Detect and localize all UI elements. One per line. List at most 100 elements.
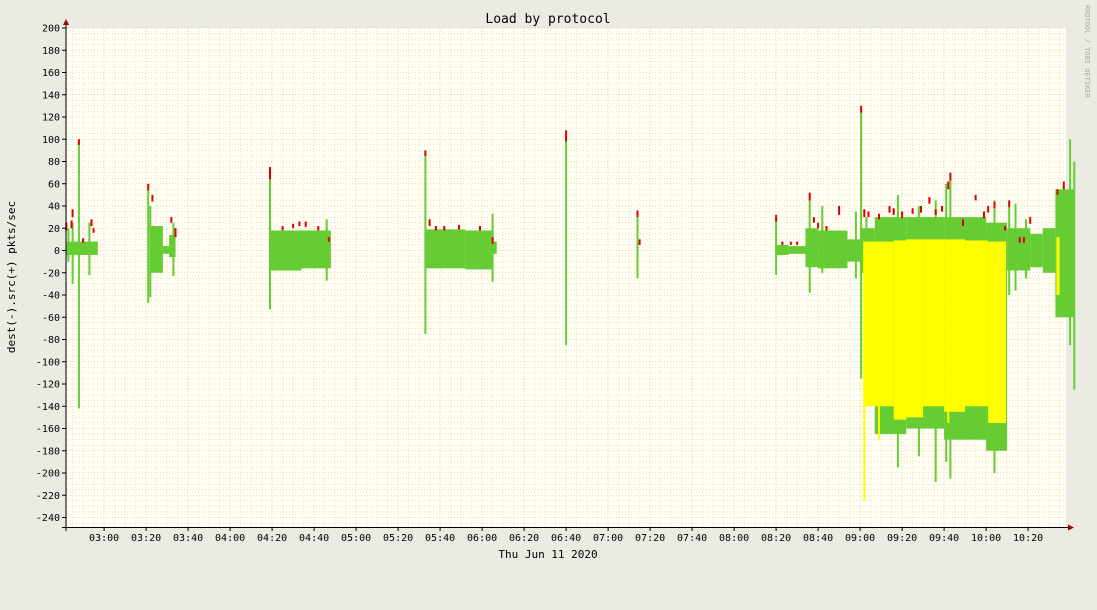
y-tick-label: 80 [48,157,60,168]
series-spike [947,250,950,423]
series-spike [1069,139,1072,346]
series-segment [893,240,907,420]
x-tick-label: 08:40 [803,533,833,544]
series-segment [270,230,302,271]
series-spike [781,241,784,245]
x-tick-label: 06:40 [551,533,581,544]
x-tick-label: 07:20 [635,533,665,544]
x-tick-label: 10:20 [1013,533,1043,544]
series-segment [906,239,924,418]
series-spike [147,183,150,191]
series-spike [1025,219,1027,279]
series-spike [934,209,937,215]
y-tick-label: -60 [42,313,60,324]
series-spike [174,228,177,238]
series-segment [776,244,789,255]
y-tick-labels: 200180160140120100806040200-20-40-60-80-… [36,24,66,524]
series-spike [67,228,70,262]
series-spike [928,197,931,204]
y-tick-label: 180 [42,46,60,57]
x-tick-label: 04:20 [257,533,287,544]
series-spike [281,226,284,231]
series-spike [812,217,815,223]
y-tick-label: -160 [36,424,60,435]
x-tick-label: 03:00 [89,533,119,544]
series-spike [443,226,446,231]
series-spike [491,237,494,244]
y-tick-label: -80 [42,335,60,346]
series-spike [298,221,301,227]
x-axis-label: Thu Jun 11 2020 [498,548,597,561]
y-tick-label: -200 [36,469,60,480]
x-tick-label: 04:40 [299,533,329,544]
x-tick-label: 09:00 [845,533,875,544]
series-spike [892,208,895,215]
series-segment [492,241,497,254]
series-spike [878,213,880,220]
y-tick-label: 100 [42,135,60,146]
series-spike [151,194,154,202]
series-spike [796,241,799,245]
x-tick-label: 04:00 [215,533,245,544]
x-tick-labels: 03:00 03:20 03:40 04:00 04:20 04:40 05:00 05:20… [89,527,1043,544]
series-segment [988,241,1007,423]
series-spike [149,206,152,298]
series-segment [1056,237,1060,295]
series-spike [808,192,811,201]
series-spike [775,219,778,275]
data-marks [65,105,1076,501]
series-spike [1022,237,1025,243]
x-tick-label: 09:40 [929,533,959,544]
series-spike [888,206,891,213]
x-axis-arrow [1068,524,1074,531]
series-spike [491,213,494,282]
series-spike [775,214,778,222]
x-tick-label: 05:00 [341,533,371,544]
series-spike [1004,226,1006,231]
series-spike [808,200,811,293]
series-spike [1018,237,1021,243]
series-segment [1030,233,1043,268]
series-spike [90,219,93,227]
y-tick-label: 160 [42,68,60,79]
series-spike [860,111,863,379]
series-spike [638,239,641,245]
x-tick-label: 03:40 [173,533,203,544]
y-tick-label: -120 [36,380,60,391]
y-tick-label: -180 [36,446,60,457]
series-spike [92,228,95,233]
series-spike [983,211,985,219]
x-tick-label: 09:20 [887,533,917,544]
series-segment [169,234,176,258]
y-tick-label: 40 [48,202,60,213]
series-spike [565,141,568,346]
series-spike [1062,181,1065,190]
y-tick-label: -140 [36,402,60,413]
series-spike [70,220,73,229]
series-spike [867,211,870,218]
series-spike [1029,217,1032,224]
series-spike [863,250,866,501]
series-spike [77,142,80,409]
series-segment [923,239,945,407]
series-spike [817,222,820,229]
series-segment [162,246,170,254]
y-tick-label: -20 [42,268,60,279]
series-spike [636,217,639,279]
series-spike [428,219,431,227]
series-segment [150,226,163,273]
series-spike [821,206,824,273]
series-spike [77,139,80,145]
x-tick-label: 08:00 [719,533,749,544]
series-spike [424,155,427,334]
series-segment [965,240,989,407]
series-segment [847,239,861,262]
series-segment [1042,228,1056,273]
series-spike [1008,200,1011,208]
series-spike [170,217,173,223]
series-spike [269,167,271,180]
y-tick-label: 20 [48,224,60,235]
series-spike [327,237,330,242]
y-tick-label: 60 [48,179,60,190]
